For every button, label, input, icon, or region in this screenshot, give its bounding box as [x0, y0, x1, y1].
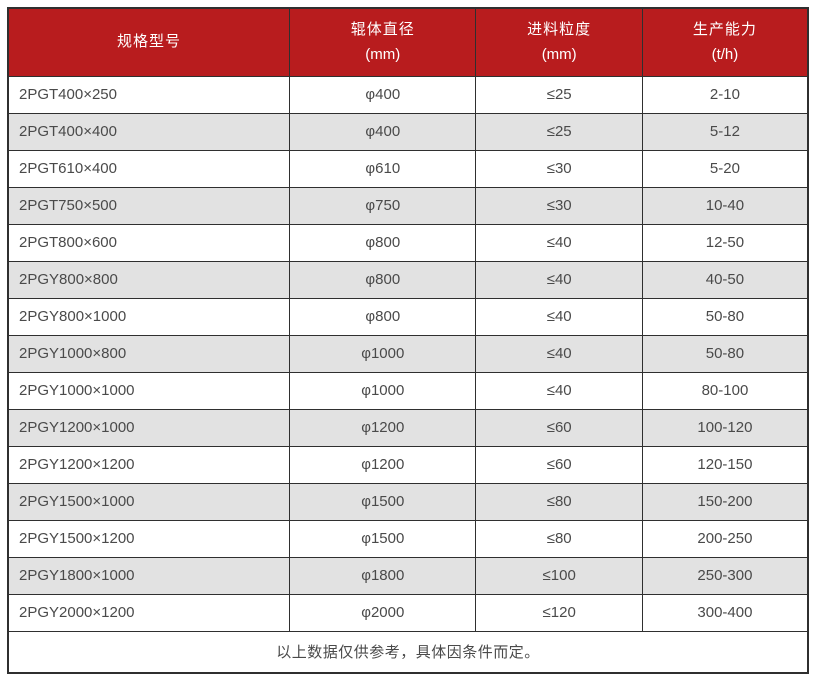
header-model-label: 规格型号 — [117, 33, 182, 51]
cell-diameter: φ1800 — [289, 556, 477, 595]
cell-feed: ≤30 — [475, 186, 643, 225]
cell-diameter: φ800 — [289, 260, 477, 299]
cell-capacity: 50-80 — [641, 334, 809, 373]
cell-diameter: φ800 — [289, 223, 477, 262]
cell-model: 2PGY1000×1000 — [7, 371, 291, 410]
cell-capacity: 50-80 — [641, 297, 809, 336]
cell-capacity: 2-10 — [641, 75, 809, 114]
cell-diameter: φ1500 — [289, 519, 477, 558]
header-diameter: 辊体直径 (mm) — [289, 7, 477, 77]
header-feed-size-label: 进料粒度 — [527, 21, 592, 39]
cell-diameter: φ1000 — [289, 371, 477, 410]
cell-feed: ≤40 — [475, 297, 643, 336]
spec-table: 规格型号 辊体直径 (mm) 进料粒度 (mm) 生产能力 (t/h) 2PGT… — [7, 7, 809, 674]
header-diameter-label: 辊体直径 — [350, 21, 415, 39]
cell-model: 2PGT400×400 — [7, 112, 291, 151]
cell-model: 2PGY800×1000 — [7, 297, 291, 336]
cell-diameter: φ610 — [289, 149, 477, 188]
cell-capacity: 40-50 — [641, 260, 809, 299]
table-row: 2PGT400×250 φ400 ≤25 2-10 — [7, 75, 809, 114]
cell-feed: ≤40 — [475, 371, 643, 410]
table-row: 2PGY800×1000 φ800 ≤40 50-80 — [7, 297, 809, 336]
cell-capacity: 250-300 — [641, 556, 809, 595]
table-row: 2PGT800×600 φ800 ≤40 12-50 — [7, 223, 809, 262]
table-body: 2PGT400×250 φ400 ≤25 2-10 2PGT400×400 φ400 ≤25… — [7, 75, 809, 632]
cell-model: 2PGY800×800 — [7, 260, 291, 299]
cell-model: 2PGY1800×1000 — [7, 556, 291, 595]
footnote-row: 以上数据仅供参考，具体因条件而定。 — [7, 630, 809, 674]
cell-capacity: 5-12 — [641, 112, 809, 151]
cell-feed: ≤25 — [475, 75, 643, 114]
cell-diameter: φ1000 — [289, 334, 477, 373]
cell-capacity: 80-100 — [641, 371, 809, 410]
table-row: 2PGY1500×1000 φ1500 ≤80 150-200 — [7, 482, 809, 521]
cell-capacity: 300-400 — [641, 593, 809, 632]
cell-feed: ≤60 — [475, 408, 643, 447]
cell-model: 2PGY1000×800 — [7, 334, 291, 373]
table-row: 2PGT610×400 φ610 ≤30 5-20 — [7, 149, 809, 188]
table-row: 2PGY1000×800 φ1000 ≤40 50-80 — [7, 334, 809, 373]
cell-capacity: 100-120 — [641, 408, 809, 447]
cell-feed: ≤40 — [475, 223, 643, 262]
cell-diameter: φ400 — [289, 75, 477, 114]
cell-model: 2PGT610×400 — [7, 149, 291, 188]
table-row: 2PGY1200×1200 φ1200 ≤60 120-150 — [7, 445, 809, 484]
cell-capacity: 150-200 — [641, 482, 809, 521]
cell-feed: ≤40 — [475, 260, 643, 299]
table-row: 2PGY1500×1200 φ1500 ≤80 200-250 — [7, 519, 809, 558]
cell-feed: ≤80 — [475, 482, 643, 521]
table-row: 2PGY1800×1000 φ1800 ≤100 250-300 — [7, 556, 809, 595]
table-row: 2PGT750×500 φ750 ≤30 10-40 — [7, 186, 809, 225]
cell-diameter: φ1200 — [289, 408, 477, 447]
table-row: 2PGT400×400 φ400 ≤25 5-12 — [7, 112, 809, 151]
cell-diameter: φ400 — [289, 112, 477, 151]
cell-model: 2PGT750×500 — [7, 186, 291, 225]
table-row: 2PGY2000×1200 φ2000 ≤120 300-400 — [7, 593, 809, 632]
cell-feed: ≤80 — [475, 519, 643, 558]
table-row: 2PGY1200×1000 φ1200 ≤60 100-120 — [7, 408, 809, 447]
header-model: 规格型号 — [7, 7, 291, 77]
table-row: 2PGY1000×1000 φ1000 ≤40 80-100 — [7, 371, 809, 410]
cell-diameter: φ750 — [289, 186, 477, 225]
header-capacity-label: 生产能力 — [692, 21, 757, 39]
cell-model: 2PGT400×250 — [7, 75, 291, 114]
cell-feed: ≤60 — [475, 445, 643, 484]
cell-feed: ≤100 — [475, 556, 643, 595]
cell-diameter: φ1500 — [289, 482, 477, 521]
cell-model: 2PGY1500×1200 — [7, 519, 291, 558]
header-row: 规格型号 辊体直径 (mm) 进料粒度 (mm) 生产能力 (t/h) — [7, 7, 809, 77]
cell-model: 2PGY1200×1000 — [7, 408, 291, 447]
cell-capacity: 10-40 — [641, 186, 809, 225]
cell-feed: ≤40 — [475, 334, 643, 373]
cell-diameter: φ800 — [289, 297, 477, 336]
header-diameter-unit: (mm) — [365, 46, 401, 64]
cell-model: 2PGY2000×1200 — [7, 593, 291, 632]
cell-feed: ≤25 — [475, 112, 643, 151]
cell-feed: ≤30 — [475, 149, 643, 188]
cell-diameter: φ1200 — [289, 445, 477, 484]
cell-feed: ≤120 — [475, 593, 643, 632]
cell-capacity: 12-50 — [641, 223, 809, 262]
header-feed-size-unit: (mm) — [541, 46, 577, 64]
header-feed-size: 进料粒度 (mm) — [475, 7, 643, 77]
cell-model: 2PGY1200×1200 — [7, 445, 291, 484]
cell-model: 2PGY1500×1000 — [7, 482, 291, 521]
cell-capacity: 200-250 — [641, 519, 809, 558]
cell-model: 2PGT800×600 — [7, 223, 291, 262]
cell-capacity: 5-20 — [641, 149, 809, 188]
cell-capacity: 120-150 — [641, 445, 809, 484]
cell-diameter: φ2000 — [289, 593, 477, 632]
header-capacity-unit: (t/h) — [711, 46, 739, 64]
table-row: 2PGY800×800 φ800 ≤40 40-50 — [7, 260, 809, 299]
header-capacity: 生产能力 (t/h) — [641, 7, 809, 77]
table-footnote: 以上数据仅供参考，具体因条件而定。 — [7, 630, 809, 674]
